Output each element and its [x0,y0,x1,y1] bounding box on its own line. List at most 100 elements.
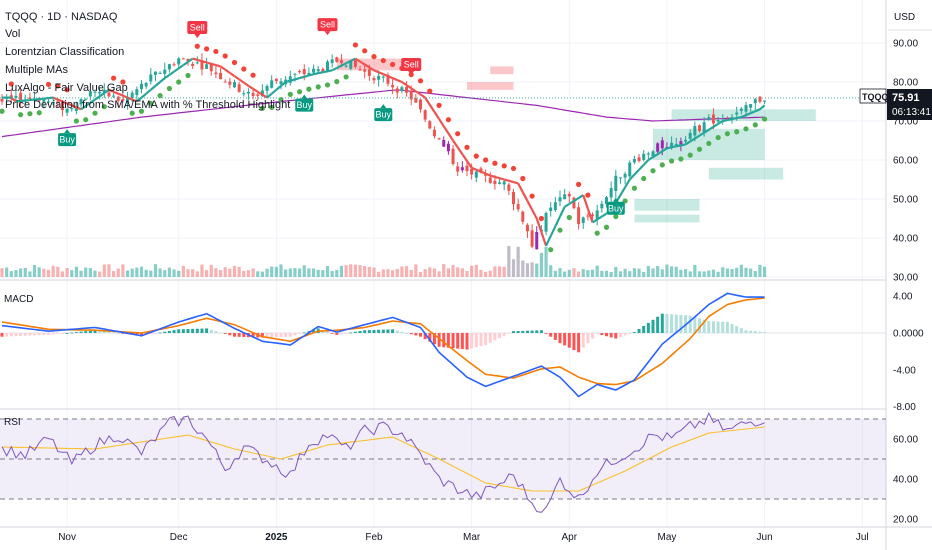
candle[interactable] [88,91,92,97]
candle[interactable] [153,71,157,75]
candle[interactable] [512,191,515,205]
candle[interactable] [498,182,502,184]
sell-signal[interactable] [317,18,338,32]
candle[interactable] [386,74,390,84]
candle[interactable] [409,90,413,100]
macd-pane[interactable] [0,292,886,398]
candle[interactable] [209,63,213,72]
candle[interactable] [572,197,576,209]
candle[interactable] [177,58,181,65]
candle[interactable] [191,63,195,66]
candle[interactable] [219,72,223,80]
candle[interactable] [79,99,83,105]
candle[interactable] [172,64,176,66]
candle[interactable] [260,90,264,97]
candle[interactable] [74,106,78,111]
candle[interactable] [302,69,306,75]
candle[interactable] [442,139,446,147]
candle[interactable] [126,96,130,103]
indicator-lorentzian[interactable]: Lorentzian Classification [5,46,124,58]
candle[interactable] [535,231,539,250]
candle[interactable] [116,96,120,101]
candle[interactable] [372,78,376,81]
candle[interactable] [400,87,404,91]
candle[interactable] [484,174,488,176]
candle[interactable] [47,101,50,103]
candle[interactable] [121,99,125,101]
candle[interactable] [446,143,450,152]
candle[interactable] [246,91,250,94]
candle[interactable] [293,73,297,75]
buy-signal[interactable] [374,108,393,122]
candle[interactable] [488,177,492,183]
candle[interactable] [265,85,269,91]
candle[interactable] [693,126,697,136]
candle[interactable] [544,212,548,232]
candle[interactable] [135,89,139,96]
candle[interactable] [614,175,618,191]
candle[interactable] [228,81,232,85]
candle[interactable] [288,76,292,83]
macd-signal-line[interactable] [1,297,765,386]
candle[interactable] [419,99,422,110]
candle[interactable] [274,78,278,82]
candle[interactable] [456,166,460,172]
candle[interactable] [516,204,520,210]
candle[interactable] [270,80,274,88]
candle[interactable] [730,117,734,119]
candle[interactable] [93,91,97,93]
candle[interactable] [423,110,427,120]
candle[interactable] [623,173,627,178]
rsi-pane[interactable] [0,412,886,513]
candle[interactable] [167,64,171,70]
candle[interactable] [698,125,701,131]
candle[interactable] [330,59,334,64]
candle[interactable] [646,153,650,155]
indicator-vol[interactable]: Vol [5,28,20,40]
candle[interactable] [102,89,106,93]
price-pane[interactable]: Sell Sell Sell Buy Buy Buy Buy [0,18,886,277]
candle[interactable] [405,86,409,93]
candle[interactable] [321,69,325,72]
candle[interactable] [107,92,111,97]
candle[interactable] [358,69,362,71]
candle[interactable] [214,72,218,75]
candle[interactable] [344,65,348,67]
candle[interactable] [237,84,241,92]
candle[interactable] [711,114,715,124]
candle[interactable] [679,141,683,145]
buy-signal[interactable] [295,98,314,112]
candle[interactable] [493,180,497,185]
macd-line[interactable] [1,292,765,398]
candle[interactable] [205,64,209,69]
candle[interactable] [553,202,557,211]
rsi-ma-line[interactable] [1,426,765,492]
candle[interactable] [223,81,227,83]
candle[interactable] [144,82,148,87]
candle[interactable] [395,88,399,93]
candle[interactable] [707,117,711,120]
indicator-fvg[interactable]: LuxAlgo - Fair Value Gap [5,82,128,94]
candle[interactable] [98,91,102,94]
candle[interactable] [195,62,199,64]
candle[interactable] [600,203,604,209]
candle[interactable] [432,129,436,137]
candle[interactable] [279,81,283,85]
candle[interactable] [140,83,143,90]
candle[interactable] [642,153,646,160]
candle[interactable] [670,142,674,148]
candle[interactable] [339,60,343,63]
candle[interactable] [84,98,88,100]
candle[interactable] [739,108,743,111]
sell-signal[interactable] [187,21,208,35]
candle[interactable] [656,143,660,152]
sell-signal[interactable] [401,58,422,72]
candle[interactable] [558,197,562,202]
candle[interactable] [530,230,534,247]
candle[interactable] [298,71,302,73]
candle[interactable] [660,140,664,149]
candle[interactable] [112,95,116,97]
rsi-line[interactable] [1,412,765,513]
candle[interactable] [525,224,529,232]
candle[interactable] [312,68,316,73]
